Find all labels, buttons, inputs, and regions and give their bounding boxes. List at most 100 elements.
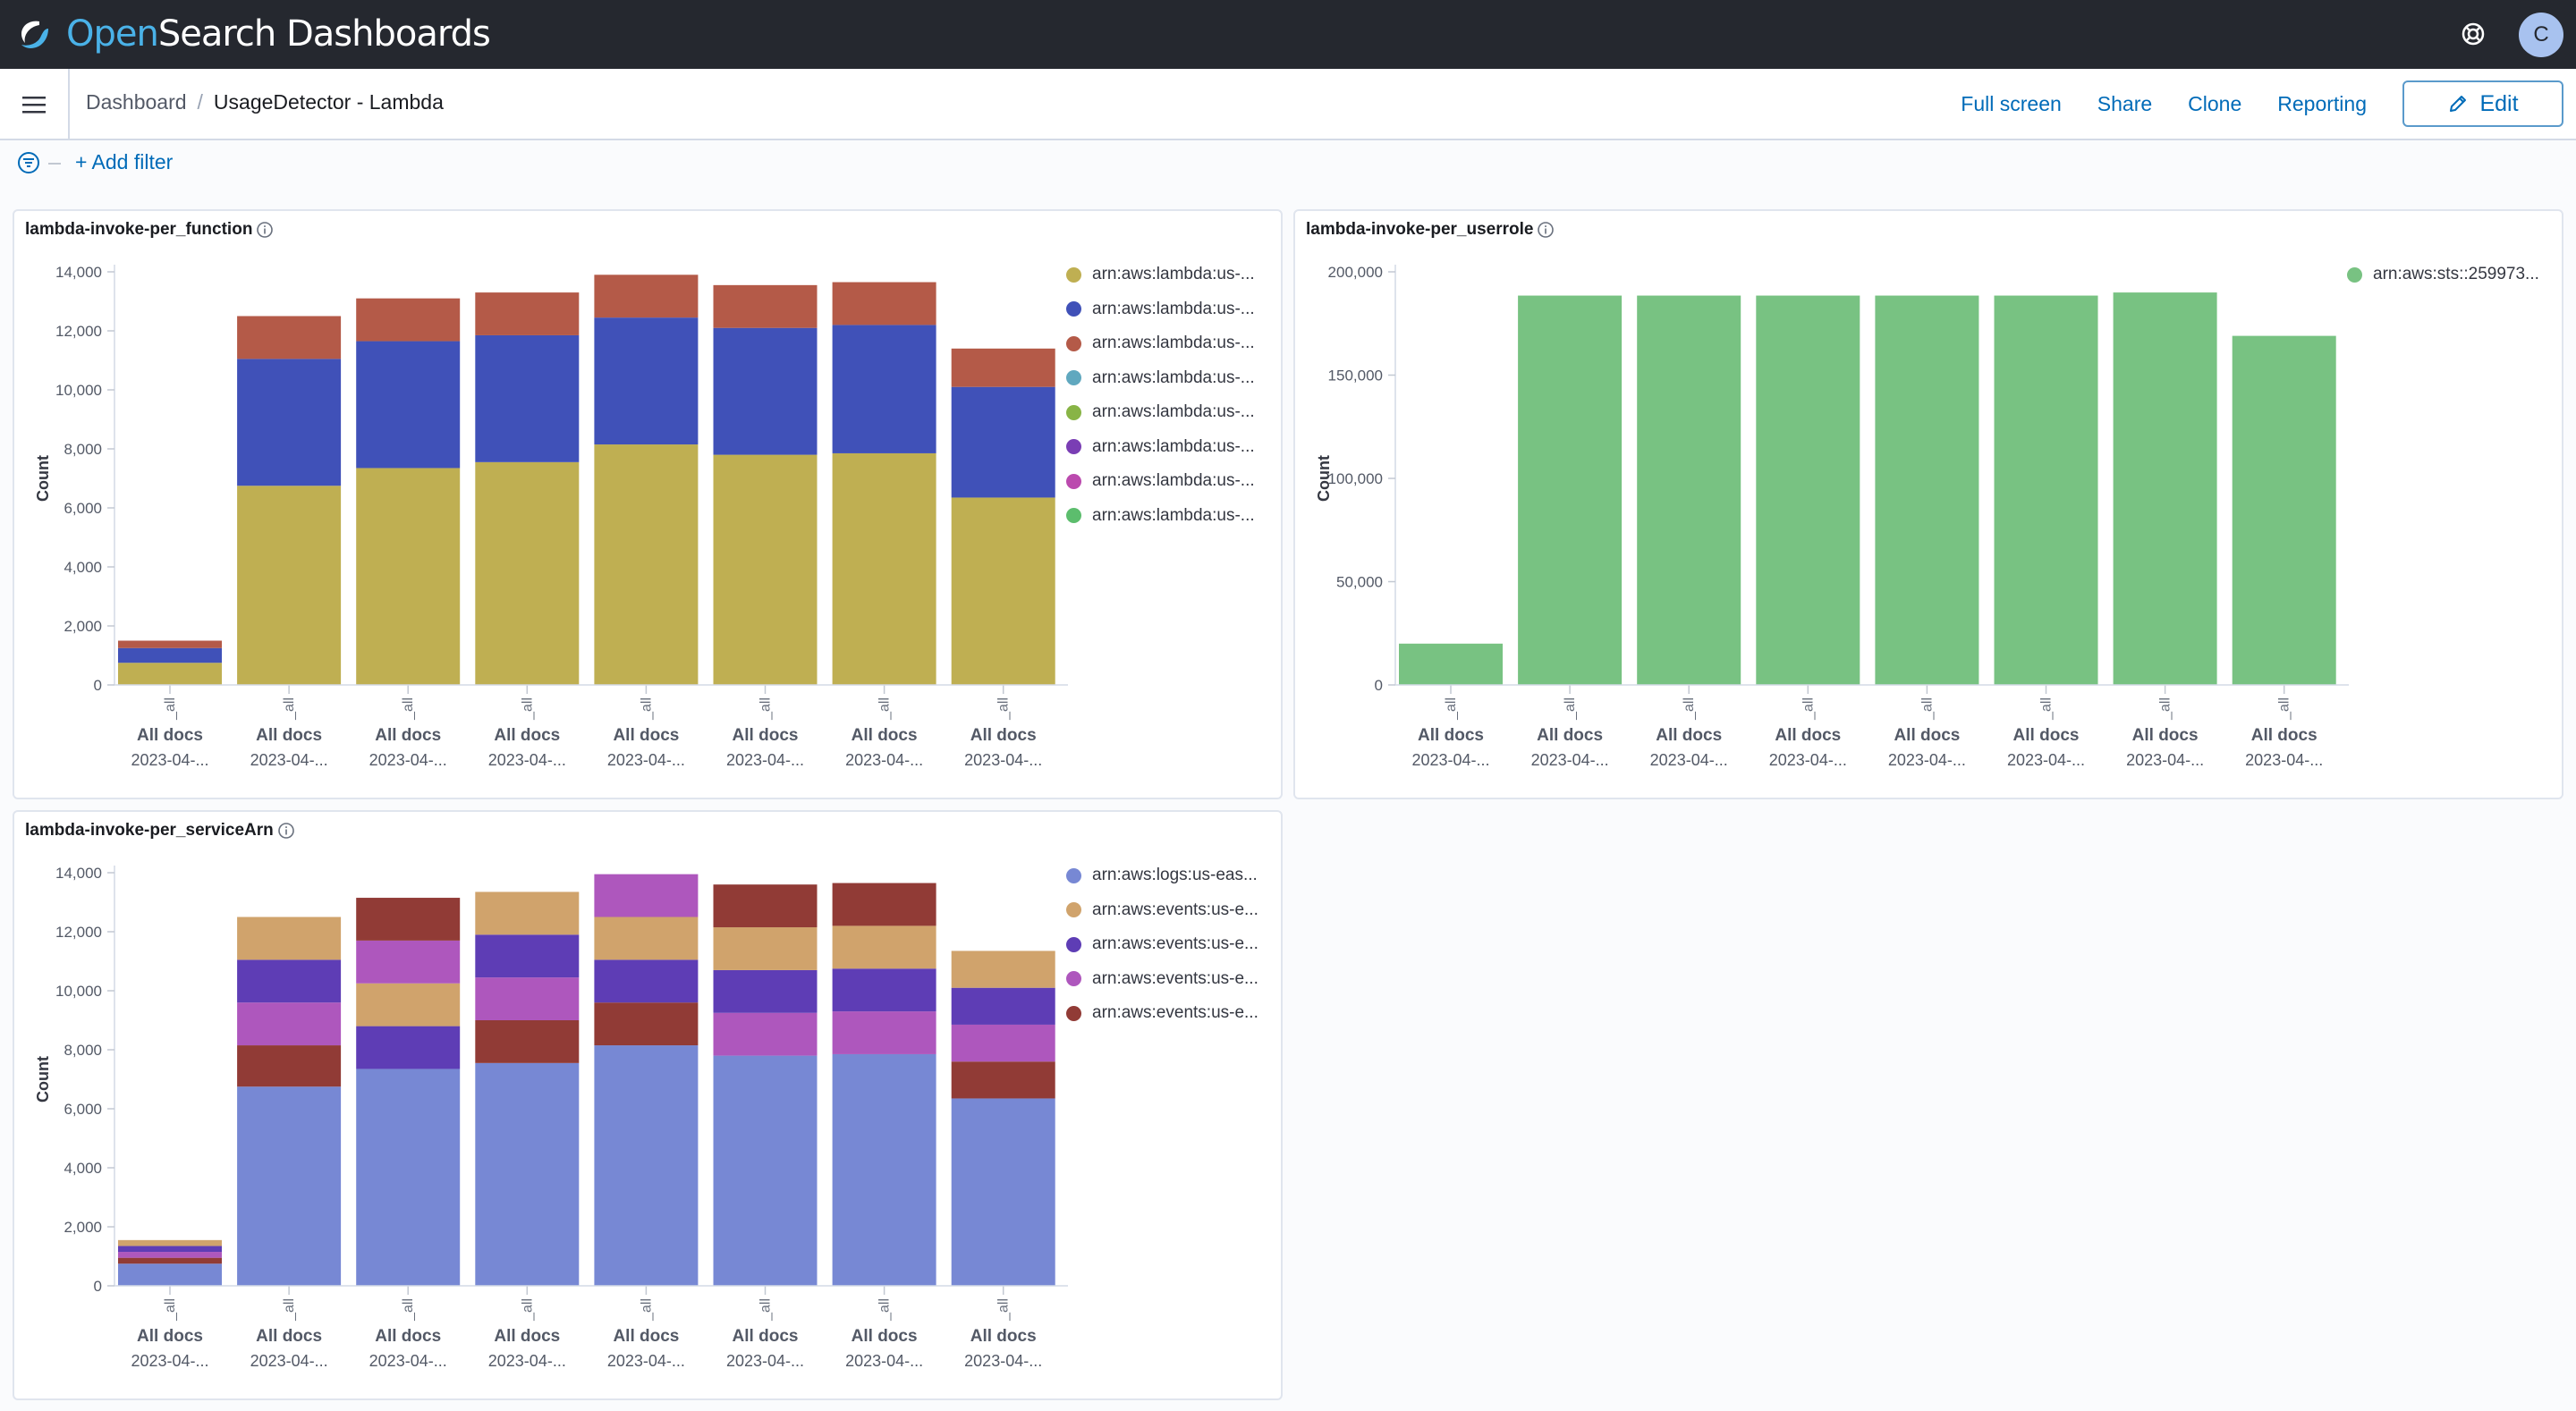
x-date-label: 2023-04-... <box>2245 751 2323 769</box>
legend-item[interactable]: arn:aws:lambda:us-... <box>1066 326 1255 361</box>
filter-icon[interactable] <box>16 150 41 175</box>
x-axis-sub-label: _all <box>163 1298 178 1322</box>
bar-segment <box>832 1053 936 1286</box>
bar-segment <box>594 1045 699 1286</box>
x-date-label: 2023-04-... <box>1769 751 1847 769</box>
bar-segment <box>1756 295 1860 685</box>
legend-item[interactable]: arn:aws:lambda:us-... <box>1066 258 1255 292</box>
help-icon[interactable] <box>2458 19 2488 49</box>
bar-segment <box>356 468 461 685</box>
bar-segment <box>1875 295 1979 685</box>
bar-segment <box>951 1061 1055 1099</box>
bar-segment <box>832 282 936 325</box>
legend-item[interactable]: arn:aws:events:us-e... <box>1066 893 1258 928</box>
bar-segment <box>237 359 342 486</box>
menu-icon[interactable] <box>20 90 48 119</box>
bar-segment <box>2113 292 2217 685</box>
x-date-label: 2023-04-... <box>2126 751 2204 769</box>
bar-segment <box>713 1012 818 1056</box>
share-button[interactable]: Share <box>2097 91 2153 115</box>
x-date-label: 2023-04-... <box>964 751 1042 769</box>
info-icon[interactable] <box>256 221 274 239</box>
x-date-label: 2023-04-... <box>488 751 566 769</box>
x-category-label: All docs <box>1537 726 1603 745</box>
legend-item[interactable]: arn:aws:events:us-e... <box>1066 927 1258 962</box>
x-axis-sub-label: _all <box>2039 697 2055 721</box>
add-filter-button[interactable]: + Add filter <box>75 150 174 173</box>
y-axis-label: Count <box>34 455 52 502</box>
clone-button[interactable]: Clone <box>2188 91 2242 115</box>
legend-item[interactable]: arn:aws:lambda:us-... <box>1066 430 1255 465</box>
x-axis-sub-label: _all <box>639 697 654 721</box>
x-date-label: 2023-04-... <box>964 1352 1042 1370</box>
panel-title: lambda-invoke-per_serviceArn <box>25 821 295 841</box>
chart-legend: arn:aws:lambda:us-... arn:aws:lambda:us-.… <box>1066 258 1255 533</box>
bar-segment <box>475 891 580 935</box>
legend-item[interactable]: arn:aws:lambda:us-... <box>1066 395 1255 430</box>
x-date-label: 2023-04-... <box>250 751 328 769</box>
legend-item[interactable]: arn:aws:lambda:us-... <box>1066 292 1255 327</box>
x-category-label: All docs <box>852 726 918 745</box>
x-axis-sub-label: _all <box>1801 697 1816 721</box>
opensearch-logo-icon <box>21 21 48 48</box>
bar-segment <box>951 386 1055 498</box>
opensearch-logo[interactable]: OpenSearch Dashboards <box>14 11 491 57</box>
y-tick-label: 12,000 <box>55 924 102 941</box>
y-tick-label: 14,000 <box>55 865 102 882</box>
user-avatar[interactable]: C <box>2519 13 2563 57</box>
edit-button[interactable]: Edit <box>2402 80 2563 127</box>
y-tick-label: 10,000 <box>55 983 102 1000</box>
legend-item[interactable]: arn:aws:events:us-e... <box>1066 996 1258 1031</box>
x-axis-sub-label: _all <box>2158 697 2174 721</box>
y-axis-label: Count <box>1315 455 1333 502</box>
reporting-button[interactable]: Reporting <box>2277 91 2367 115</box>
x-category-label: All docs <box>852 1327 918 1346</box>
x-axis-sub-label: _all <box>758 697 774 721</box>
legend-color-dot <box>1066 902 1081 918</box>
bar-chart: Count 0 50,000 100,000 150,000 200,000 _all All… <box>1315 264 2349 769</box>
panel-title-text: lambda-invoke-per_function <box>25 220 253 239</box>
bar-segment <box>356 298 461 342</box>
legend-color-dot <box>1066 508 1081 524</box>
legend-item[interactable]: arn:aws:logs:us-eas... <box>1066 858 1258 893</box>
bar-segment <box>475 1062 580 1286</box>
legend-item[interactable]: arn:aws:lambda:us-... <box>1066 499 1255 534</box>
bar-segment <box>832 883 936 926</box>
legend-item[interactable]: arn:aws:events:us-e... <box>1066 962 1258 997</box>
bar-segment <box>594 444 699 685</box>
x-date-label: 2023-04-... <box>1531 751 1609 769</box>
x-date-label: 2023-04-... <box>2007 751 2085 769</box>
bar-segment <box>951 1098 1055 1286</box>
bar-segment <box>713 454 818 685</box>
x-axis-sub-label: _all <box>877 1298 893 1322</box>
bar-segment <box>951 951 1055 988</box>
info-icon[interactable] <box>1537 221 1555 239</box>
y-tick-label: 0 <box>94 677 102 694</box>
bar-segment <box>713 927 818 970</box>
info-icon[interactable] <box>277 822 295 840</box>
logo-suffix: Search Dashboards <box>157 13 491 55</box>
bar-segment <box>951 497 1055 685</box>
x-date-label: 2023-04-... <box>250 1352 328 1370</box>
full-screen-button[interactable]: Full screen <box>1961 91 2062 115</box>
panel-title: lambda-invoke-per_userrole <box>1306 220 1555 240</box>
legend-color-dot <box>2347 266 2362 283</box>
bar-segment <box>356 1026 461 1069</box>
chart-legend: arn:aws:logs:us-eas... arn:aws:events:us-… <box>1066 858 1258 1031</box>
legend-item[interactable]: arn:aws:lambda:us-... <box>1066 464 1255 499</box>
legend-item[interactable]: arn:aws:lambda:us-... <box>1066 361 1255 396</box>
x-category-label: All docs <box>2132 726 2199 745</box>
nav-divider <box>68 69 70 139</box>
legend-label: arn:aws:lambda:us-... <box>1092 299 1255 318</box>
navigation-bar: Dashboard / UsageDetector - Lambda Full … <box>0 69 2576 140</box>
legend-label: arn:aws:lambda:us-... <box>1092 436 1255 456</box>
legend-label: arn:aws:sts::259973... <box>2373 265 2539 284</box>
bar-segment <box>475 934 580 978</box>
legend-item[interactable]: arn:aws:sts::259973... <box>2347 258 2539 292</box>
x-date-label: 2023-04-... <box>607 1352 685 1370</box>
bar-segment <box>594 317 699 445</box>
x-category-label: All docs <box>1656 726 1722 745</box>
x-axis-sub-label: _all <box>163 697 178 721</box>
x-category-label: All docs <box>970 726 1037 745</box>
breadcrumb-dashboard[interactable]: Dashboard <box>86 90 187 114</box>
